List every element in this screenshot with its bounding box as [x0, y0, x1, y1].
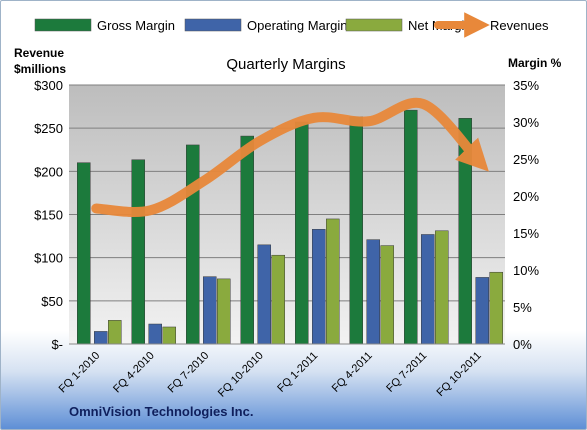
category-label: FQ 10-2011: [434, 350, 483, 399]
left-axis-ticks: $- $50 $100 $150 $200 $250 $300: [34, 78, 63, 352]
bar-net-margin: [217, 278, 231, 345]
bar-gross-margin: [404, 109, 418, 345]
company-name: OmniVision Technologies Inc.: [69, 404, 253, 419]
category-label: FQ 1-2011: [275, 350, 320, 395]
right-tick-label: 25%: [513, 152, 539, 167]
bar-gross-margin: [186, 144, 200, 345]
category-label: FQ 10-2010: [216, 350, 266, 400]
bar-gross-margin: [349, 116, 363, 345]
right-tick-label: 0%: [513, 337, 532, 352]
bar-operating-margin: [257, 244, 271, 345]
bar-operating-margin: [203, 276, 217, 345]
right-tick-label: 5%: [513, 300, 532, 315]
bar-series: [77, 109, 503, 345]
legend-label-operating-margin: Operating Margin: [247, 18, 347, 33]
revenue-line-layer: [91, 97, 489, 217]
left-tick-label: $50: [41, 294, 63, 309]
left-tick-label: $300: [34, 78, 63, 93]
category-label: FQ 7-2010: [166, 350, 212, 396]
right-tick-label: 30%: [513, 115, 539, 130]
bar-net-margin: [435, 230, 449, 345]
bar-gross-margin: [295, 121, 309, 345]
legend: Gross Margin Operating Margin Net Margin…: [34, 12, 549, 38]
bar-operating-margin: [94, 331, 108, 345]
bar-net-margin: [380, 245, 394, 345]
left-tick-label: $200: [34, 164, 63, 179]
category-labels: FQ 1-2010 FQ 4-2010 FQ 7-2010 FQ 10-2010 FQ …: [57, 350, 484, 400]
left-axis-title-line2: $millions: [14, 62, 66, 76]
category-label: FQ 4-2010: [111, 350, 157, 396]
right-tick-label: 15%: [513, 226, 539, 241]
right-tick-label: 35%: [513, 78, 539, 93]
category-label: FQ 1-2010: [57, 350, 103, 396]
legend-label-gross-margin: Gross Margin: [97, 18, 175, 33]
bar-net-margin: [271, 254, 285, 345]
legend-swatch-operating-margin: [184, 18, 242, 32]
legend-label-revenues: Revenues: [490, 18, 549, 33]
right-tick-label: 20%: [513, 189, 539, 204]
bar-operating-margin: [475, 277, 489, 345]
bar-operating-margin: [421, 234, 435, 345]
right-axis-ticks: 0% 5% 10% 15% 20% 25% 30% 35%: [513, 78, 539, 352]
category-label: FQ 7-2011: [384, 350, 429, 395]
bar-gross-margin: [240, 135, 254, 345]
left-axis-title-line1: Revenue: [14, 46, 64, 60]
bar-operating-margin: [312, 229, 326, 345]
bar-net-margin: [489, 271, 503, 345]
bar-gross-margin: [77, 162, 91, 345]
revenue-line: [91, 97, 489, 217]
bar-net-margin: [326, 218, 340, 345]
left-tick-label: $250: [34, 121, 63, 136]
left-tick-label: $-: [51, 337, 63, 352]
left-tick-label: $150: [34, 208, 63, 223]
bar-net-margin: [162, 326, 176, 345]
bar-operating-margin: [148, 323, 162, 345]
bar-net-margin: [108, 320, 122, 345]
right-tick-label: 10%: [513, 263, 539, 278]
legend-swatch-net-margin: [345, 18, 403, 32]
category-label: FQ 4-2011: [330, 350, 375, 395]
bar-operating-margin: [366, 239, 380, 345]
left-tick-label: $100: [34, 251, 63, 266]
legend-swatch-gross-margin: [34, 18, 92, 32]
bar-gross-margin: [131, 159, 145, 345]
right-axis-title: Margin %: [508, 56, 562, 70]
chart-title: Quarterly Margins: [226, 56, 345, 73]
